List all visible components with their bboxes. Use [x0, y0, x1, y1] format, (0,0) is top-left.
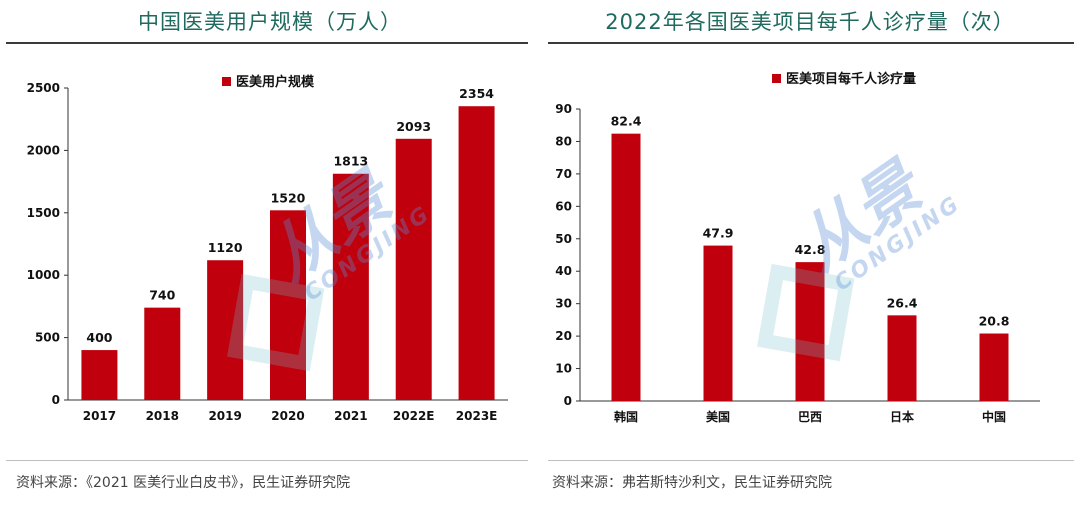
y-tick-label: 80 — [555, 134, 572, 148]
data-label: 26.4 — [887, 295, 918, 310]
bar — [458, 106, 495, 400]
y-tick-label: 2000 — [27, 143, 60, 157]
y-tick-label: 0 — [52, 393, 60, 407]
bar — [703, 245, 733, 401]
right-bottom-rule — [548, 460, 1074, 461]
y-tick-label: 60 — [555, 199, 572, 213]
x-tick-label: 2018 — [146, 409, 179, 423]
data-label: 20.8 — [979, 314, 1010, 329]
y-tick-label: 1000 — [27, 268, 60, 282]
treatment-per-thousand-chart: 0 10 20 30 40 50 60 70 80 90 医美项目每千人诊疗量 82.4 韩国 47.9 美… — [555, 71, 1040, 424]
data-label: 740 — [149, 288, 175, 303]
bar — [270, 210, 306, 400]
y-tick-label: 10 — [555, 362, 572, 376]
y-tick-label: 50 — [555, 232, 572, 246]
right-source-note: 资料来源：弗若斯特沙利文，民生证券研究院 — [552, 475, 832, 491]
x-tick-label: 2017 — [83, 409, 116, 423]
y-tick-label: 500 — [35, 331, 60, 345]
right-title-rule — [548, 42, 1074, 44]
bar — [207, 260, 244, 400]
legend-swatch — [772, 74, 781, 83]
bar — [611, 133, 641, 401]
bar — [795, 262, 825, 401]
y-tick-label: 1500 — [27, 206, 60, 220]
y-tick-label: 20 — [555, 329, 572, 343]
legend-label: 医美项目每千人诊疗量 — [786, 71, 916, 87]
y-tick-label: 2500 — [27, 81, 60, 95]
x-tick-label: 2019 — [208, 409, 241, 423]
x-tick-label: 2020 — [271, 409, 304, 423]
data-label: 82.4 — [611, 114, 642, 129]
x-tick-label: 美国 — [706, 409, 730, 424]
x-tick-label: 2021 — [334, 409, 367, 423]
bar — [81, 350, 118, 400]
data-label: 1813 — [333, 154, 368, 169]
left-chart-title: 中国医美用户规模（万人） — [138, 10, 402, 34]
x-tick-label: 2022E — [393, 409, 435, 423]
data-label: 400 — [86, 330, 112, 345]
bar — [332, 173, 369, 400]
x-tick-label: 2023E — [456, 409, 498, 423]
data-label: 2093 — [396, 119, 431, 134]
legend-label: 医美用户规模 — [236, 74, 315, 90]
data-label: 2354 — [459, 86, 494, 101]
bar — [395, 138, 432, 400]
bar — [144, 307, 181, 400]
bar — [887, 315, 917, 401]
right-chart-title: 2022年各国医美项目每千人诊疗量（次） — [605, 10, 1015, 34]
x-tick-label: 日本 — [890, 409, 914, 424]
watermark-diamond-icon — [757, 263, 855, 362]
left-title-rule — [6, 42, 528, 44]
user-scale-chart: 0 500 1000 1500 2000 2500 医美用户规模 400 2017 740 2018… — [27, 74, 508, 423]
x-tick-label: 巴西 — [798, 410, 822, 424]
left-bottom-rule — [6, 460, 528, 461]
y-tick-label: 90 — [555, 102, 572, 116]
x-tick-label: 韩国 — [614, 409, 638, 424]
data-label: 42.8 — [795, 242, 826, 257]
right-panel: 2022年各国医美项目每千人诊疗量（次） 0 10 20 30 40 50 60 70 80 90… — [540, 0, 1080, 506]
bar — [979, 333, 1009, 401]
y-tick-label: 0 — [564, 394, 572, 408]
y-tick-label: 70 — [555, 167, 572, 181]
left-panel: 中国医美用户规模（万人） 0 500 1000 1500 2000 2500 医美用户规模 4… — [6, 10, 528, 491]
legend-swatch — [222, 77, 231, 86]
y-tick-label: 30 — [555, 297, 572, 311]
data-label: 47.9 — [703, 226, 734, 241]
left-source-note: 资料来源：《2021 医美行业白皮书》，民生证券研究院 — [16, 475, 351, 491]
watermark-diamond-icon — [227, 273, 325, 372]
y-tick-label: 40 — [555, 264, 572, 278]
x-tick-label: 中国 — [982, 409, 1006, 424]
data-label: 1120 — [208, 240, 243, 255]
data-label: 1520 — [271, 190, 306, 205]
